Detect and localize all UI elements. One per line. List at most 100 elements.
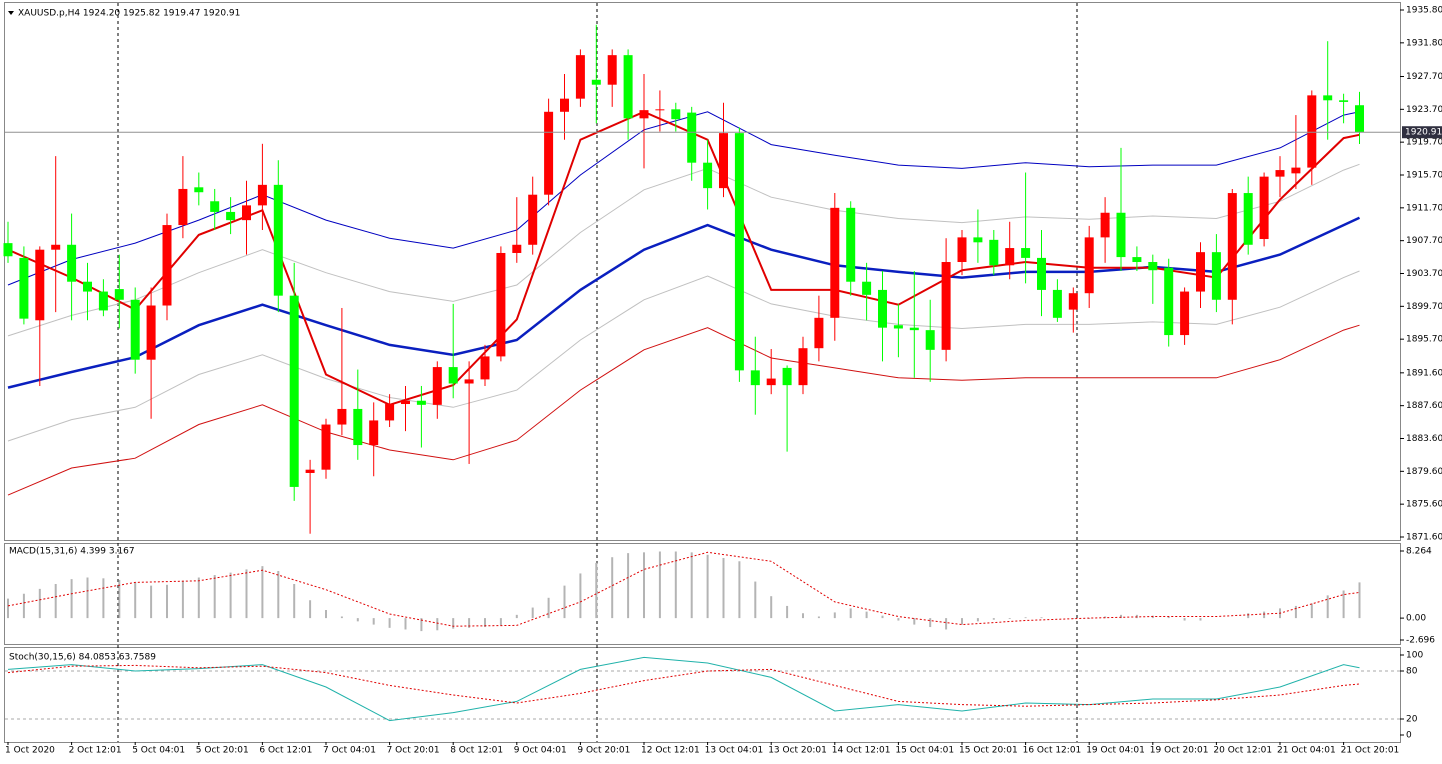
y-tick-label: 1871.60 [1406, 533, 1442, 543]
candle-body [941, 262, 951, 350]
candle-body [1005, 248, 1015, 266]
y-tick-label: -2.696 [1406, 636, 1435, 646]
candle-body [1339, 100, 1349, 102]
candle-body [1196, 252, 1205, 292]
x-tick-label: 7 Oct 20:01 [387, 746, 440, 756]
candle-body [1355, 105, 1364, 133]
candle-body [957, 237, 967, 263]
y-tick-label: 1915.70 [1406, 170, 1442, 180]
candle-body [321, 424, 331, 470]
candle-body [114, 289, 124, 300]
candle-body [51, 244, 61, 250]
candle-body [1180, 291, 1190, 336]
candle-body [273, 184, 283, 296]
y-tick-label: 1883.60 [1406, 434, 1442, 444]
indicator-line [7, 551, 1360, 627]
x-tick-label: 5 Oct 20:01 [196, 746, 249, 756]
candle-body [162, 225, 172, 306]
candle-body [83, 281, 92, 292]
y-tick-label: 1919.70 [1406, 138, 1442, 148]
candle-body [242, 205, 251, 221]
candle-body [671, 109, 681, 120]
stoch-header: Stoch(30,15,6) 84.0853 63.7589 [9, 653, 156, 663]
y-tick-label: 1891.60 [1406, 368, 1442, 378]
y-tick-label: 80 [1406, 667, 1418, 677]
candle-body [353, 408, 363, 446]
candle-body [1323, 95, 1333, 101]
x-tick-label: 15 Oct 04:01 [895, 746, 954, 756]
candle-body [512, 244, 522, 253]
price-tag [1402, 126, 1442, 139]
y-tick-label: 0 [1406, 731, 1412, 741]
candle-body [98, 291, 108, 311]
main-panel [4, 2, 1401, 541]
candle-body [925, 330, 935, 350]
y-tick-label: 1895.70 [1406, 335, 1442, 345]
candle-body [639, 110, 649, 119]
candle-body [1211, 252, 1221, 300]
candle-body [257, 184, 267, 206]
y-tick-label: 1899.70 [1406, 302, 1442, 312]
y-tick-label: 1875.60 [1406, 500, 1442, 510]
candle-body [782, 367, 792, 386]
y-tick-label: 20 [1406, 715, 1418, 725]
x-tick-label: 9 Oct 04:01 [514, 746, 567, 756]
candle-body [432, 367, 442, 405]
candle-body [210, 201, 220, 212]
x-tick-label: 5 Oct 04:01 [132, 746, 185, 756]
candle-body [703, 162, 713, 189]
candle-body [1259, 176, 1269, 240]
x-tick-label: 19 Oct 04:01 [1086, 746, 1145, 756]
x-tick-label: 15 Oct 20:01 [959, 746, 1018, 756]
candle-body [591, 79, 601, 85]
candle-body [1100, 212, 1110, 238]
x-tick-label: 21 Oct 04:01 [1277, 746, 1336, 756]
candle-body [226, 211, 236, 221]
candle-body [623, 55, 633, 119]
candle-body [878, 289, 887, 328]
candle-body [544, 111, 554, 195]
candle-body [1164, 267, 1174, 336]
candle-body [655, 109, 665, 111]
candle-body [1084, 237, 1094, 294]
candle-body [1052, 289, 1062, 318]
candle-body [35, 249, 45, 321]
x-tick-label: 13 Oct 04:01 [705, 746, 764, 756]
candle-body [305, 469, 315, 473]
macd-header: MACD(15,31,6) 4.399 3.167 [9, 547, 135, 557]
candle-body [814, 317, 824, 349]
candle-body [846, 207, 856, 282]
candle-body [687, 112, 697, 163]
candle-body [528, 194, 538, 245]
y-tick-label: 1887.60 [1406, 401, 1442, 411]
candle-body [289, 295, 299, 487]
stoch-panel [4, 647, 1401, 743]
x-tick-label: 2 Oct 12:01 [69, 746, 122, 756]
candle-body [1037, 257, 1046, 290]
candle-body [1307, 95, 1317, 168]
candle-body [1021, 248, 1031, 258]
candle-body [1068, 293, 1078, 310]
y-tick-label: 1935.80 [1406, 6, 1442, 16]
candle-body [464, 379, 474, 384]
x-tick-label: 14 Oct 12:01 [832, 746, 891, 756]
x-tick-label: 6 Oct 12:01 [259, 746, 312, 756]
candle-body [178, 188, 188, 226]
y-tick-label: 8.264 [1406, 547, 1432, 557]
candle-body [337, 408, 347, 425]
candle-body [480, 356, 490, 380]
candle-body [385, 404, 395, 421]
x-tick-label: 8 Oct 12:01 [450, 746, 503, 756]
x-tick-label: 9 Oct 20:01 [577, 746, 630, 756]
candle-body [496, 252, 506, 357]
price-tag-label: 1920.91 [1405, 128, 1442, 138]
candle-body [1116, 212, 1126, 258]
menu-triangle [8, 11, 14, 15]
candle-body [560, 98, 569, 112]
x-tick-label: 12 Oct 12:01 [641, 746, 700, 756]
y-tick-label: 1923.70 [1406, 105, 1442, 115]
candle-body [973, 237, 983, 243]
x-tick-label: 13 Oct 20:01 [768, 746, 827, 756]
